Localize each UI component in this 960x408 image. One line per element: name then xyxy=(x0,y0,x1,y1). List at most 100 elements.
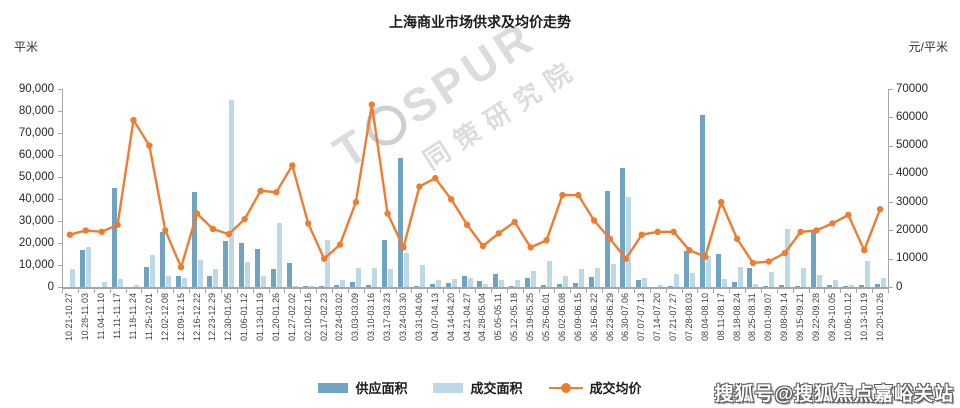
supply-bar xyxy=(223,240,229,287)
price-point xyxy=(352,198,360,206)
price-point xyxy=(225,230,232,238)
price-point xyxy=(543,237,550,244)
price-point xyxy=(654,228,661,235)
transaction-bar xyxy=(705,256,711,287)
supply-bar xyxy=(302,285,308,287)
right-axis-tickmark xyxy=(889,173,893,175)
left-axis-tick-label: 40,000 xyxy=(18,192,54,205)
transaction-bar xyxy=(229,100,235,287)
left-axis-tick-label: 0 xyxy=(47,280,54,293)
left-axis-tickmark xyxy=(58,111,62,112)
transaction-bar xyxy=(133,284,139,287)
price-point xyxy=(733,235,741,243)
price-point xyxy=(797,228,804,235)
legend-label-price: 成交均价 xyxy=(589,381,642,396)
supply-bar xyxy=(398,158,404,287)
right-axis-tickmark xyxy=(889,287,893,288)
transaction-bar xyxy=(483,283,489,287)
x-axis-tickmark xyxy=(745,289,747,293)
supply-area-swatch xyxy=(318,382,349,393)
supply-bar xyxy=(795,285,801,287)
right-axis-tick-label: 20000 xyxy=(896,223,928,236)
supply-bar xyxy=(80,249,86,287)
x-axis xyxy=(62,287,889,289)
left-axis-tickmark xyxy=(58,199,62,200)
legend-label-transaction: 成交面积 xyxy=(470,381,523,396)
supply-bar xyxy=(572,282,578,287)
price-point xyxy=(320,255,328,262)
transaction-bar xyxy=(292,285,298,287)
transaction-bar xyxy=(70,269,76,287)
right-y-axis xyxy=(888,89,889,287)
x-axis-tickmark xyxy=(395,289,397,293)
supply-bar xyxy=(683,250,689,287)
x-axis-tickmark xyxy=(697,289,699,293)
right-axis-tick-label: 0 xyxy=(896,280,903,293)
price-point xyxy=(384,210,391,217)
supply-bar xyxy=(731,281,737,287)
x-axis-tickmark xyxy=(888,289,889,293)
transaction-bar xyxy=(642,278,648,287)
x-axis-tickmark xyxy=(443,289,445,293)
transaction-bar xyxy=(610,263,616,287)
transaction-bar xyxy=(578,269,584,287)
left-axis-tick-label: 60,000 xyxy=(18,148,54,161)
left-axis-tickmark xyxy=(58,133,62,134)
x-axis-tickmark xyxy=(93,289,95,293)
transaction-bar xyxy=(658,284,664,287)
sohu-watermark: 搜狐号@搜狐焦点嘉峪关站 xyxy=(714,384,954,405)
price-point xyxy=(400,244,407,251)
transaction-bar xyxy=(404,252,410,287)
right-axis-unit-label: 元/平米 xyxy=(908,40,948,54)
transaction-bar xyxy=(848,284,854,287)
x-axis-tickmark xyxy=(760,289,762,293)
left-axis-tickmark xyxy=(58,155,62,156)
price-point xyxy=(590,217,598,224)
supply-bar xyxy=(540,284,546,287)
left-axis-tick-label: 20,000 xyxy=(18,236,54,249)
price-point xyxy=(305,220,312,227)
transaction-bar xyxy=(165,276,171,287)
legend-item-price: 成交均价 xyxy=(548,378,642,397)
price-point xyxy=(702,253,709,260)
transaction-bar xyxy=(86,247,92,287)
transaction-bar xyxy=(276,223,282,287)
x-axis-tickmark xyxy=(681,289,683,293)
price-point xyxy=(162,227,169,234)
transaction-bar xyxy=(594,268,600,287)
supply-bar xyxy=(366,284,372,287)
x-axis-tickmark xyxy=(506,289,508,293)
transaction-bar xyxy=(102,281,108,287)
price-point xyxy=(336,241,344,248)
price-point xyxy=(575,191,582,199)
x-axis-tickmark xyxy=(649,289,651,293)
transaction-bar xyxy=(245,261,251,287)
transaction-bar xyxy=(324,239,330,287)
legend-item-supply: 供应面积 xyxy=(318,378,407,397)
supply-bar xyxy=(509,285,515,287)
transaction-bar xyxy=(531,270,537,287)
price-point xyxy=(416,183,423,190)
price-point xyxy=(527,244,534,251)
supply-bar xyxy=(429,283,435,287)
price-point xyxy=(114,221,121,228)
transaction-bar xyxy=(181,278,187,287)
chart-title: 上海商业市场供求及均价走势 xyxy=(389,14,571,30)
supply-bar xyxy=(461,276,467,287)
right-axis-tick-label: 10000 xyxy=(896,252,928,265)
left-axis-tick-label: 50,000 xyxy=(18,170,54,183)
price-point xyxy=(606,235,614,243)
supply-bar xyxy=(556,283,562,287)
right-axis-tick-label: 40000 xyxy=(896,167,928,180)
price-point xyxy=(463,221,471,228)
price-point xyxy=(82,227,90,234)
x-axis-tickmark xyxy=(109,289,111,293)
legend-item-transaction: 成交面积 xyxy=(433,378,523,397)
transaction-bar xyxy=(499,280,505,287)
x-axis-tickmark xyxy=(300,289,302,293)
transaction-bar xyxy=(880,278,886,287)
supply-bar xyxy=(874,283,880,287)
x-axis-tickmark xyxy=(363,289,365,293)
supply-bar xyxy=(334,284,340,287)
x-axis-tickmark xyxy=(554,289,556,293)
